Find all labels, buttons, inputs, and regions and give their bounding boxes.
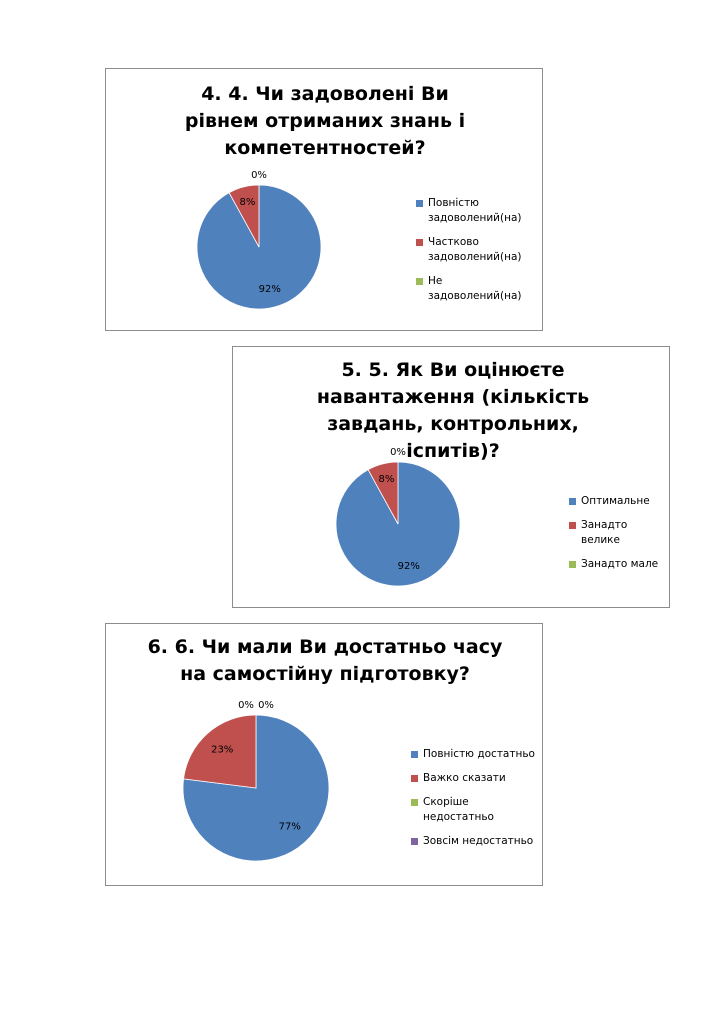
legend-swatch — [411, 775, 418, 782]
legend-item: Занадто велике — [569, 518, 669, 548]
legend-label: Занадто мале — [581, 558, 659, 570]
legend-item: Повністю задоволений(на) — [416, 196, 536, 226]
pie-slice — [183, 714, 257, 789]
legend-label: Не задоволений(на) — [428, 275, 522, 302]
legend-swatch — [416, 278, 423, 285]
chart-box: 6. 6. Чи мали Ви достатньо часу на самос… — [105, 623, 543, 886]
legend-label: Важко сказати — [423, 772, 506, 784]
legend-label: Занадто велике — [581, 519, 628, 546]
legend-item: Важко сказати — [411, 771, 541, 786]
legend-label: Частково задоволений(на) — [428, 236, 522, 263]
legend-label: Оптимальне — [581, 495, 650, 507]
chart-title: 5. 5. Як Ви оцінюєте навантаження (кільк… — [316, 359, 590, 462]
chart-box: 4. 4. Чи задоволені Ви рівнем отриманих … — [105, 68, 543, 331]
legend-item: Не задоволений(на) — [416, 274, 536, 304]
chart-box: 5. 5. Як Ви оцінюєте навантаження (кільк… — [232, 346, 670, 608]
legend-item: Занадто мале — [569, 557, 669, 572]
legend-item: Зовсім недостатньо — [411, 834, 541, 849]
legend-swatch — [569, 561, 576, 568]
data-label: 0% — [390, 447, 406, 458]
legend: Оптимальне Занадто велике Занадто мале — [569, 494, 669, 581]
data-label: 0% — [251, 170, 267, 181]
chart-title: 6. 6. Чи мали Ви достатньо часу на самос… — [147, 636, 503, 685]
legend-item: Повністю достатньо — [411, 747, 541, 762]
chart-title: 4. 4. Чи задоволені Ви рівнем отриманих … — [184, 83, 466, 159]
legend: Повністю задоволений(на) Частково задовол… — [416, 196, 536, 313]
legend-swatch — [569, 522, 576, 529]
legend-swatch — [416, 239, 423, 246]
legend: Повністю достатньо Важко сказати Скоріше н… — [411, 747, 541, 858]
pie-chart: 92% 8% 0% — [335, 447, 461, 587]
pie-slice — [367, 461, 399, 525]
data-label: 92% — [398, 561, 420, 572]
data-label: 23% — [211, 745, 233, 756]
legend-swatch — [411, 799, 418, 806]
legend-swatch — [569, 498, 576, 505]
pie-slice — [228, 184, 260, 248]
legend-label: Повністю достатньо — [423, 748, 535, 760]
legend-item: Скоріше недостатньо — [411, 795, 541, 825]
data-label: 8% — [239, 197, 255, 208]
legend-label: Зовсім недостатньо — [423, 835, 534, 847]
legend-item: Оптимальне — [569, 494, 669, 509]
legend-swatch — [411, 838, 418, 845]
legend-item: Частково задоволений(на) — [416, 235, 536, 265]
data-label: 92% — [259, 284, 281, 295]
legend-label: Повністю задоволений(на) — [428, 197, 522, 224]
data-label: 8% — [378, 474, 394, 485]
data-label: 0% — [258, 700, 274, 711]
data-label: 0% — [238, 700, 254, 711]
pie-chart: 92% 8% 0% — [196, 170, 322, 310]
legend-swatch — [411, 751, 418, 758]
legend-label: Скоріше недостатньо — [423, 796, 494, 823]
data-label: 77% — [279, 821, 301, 832]
legend-swatch — [416, 200, 423, 207]
pie-chart: 77% 23% 0% 0% — [182, 700, 330, 862]
